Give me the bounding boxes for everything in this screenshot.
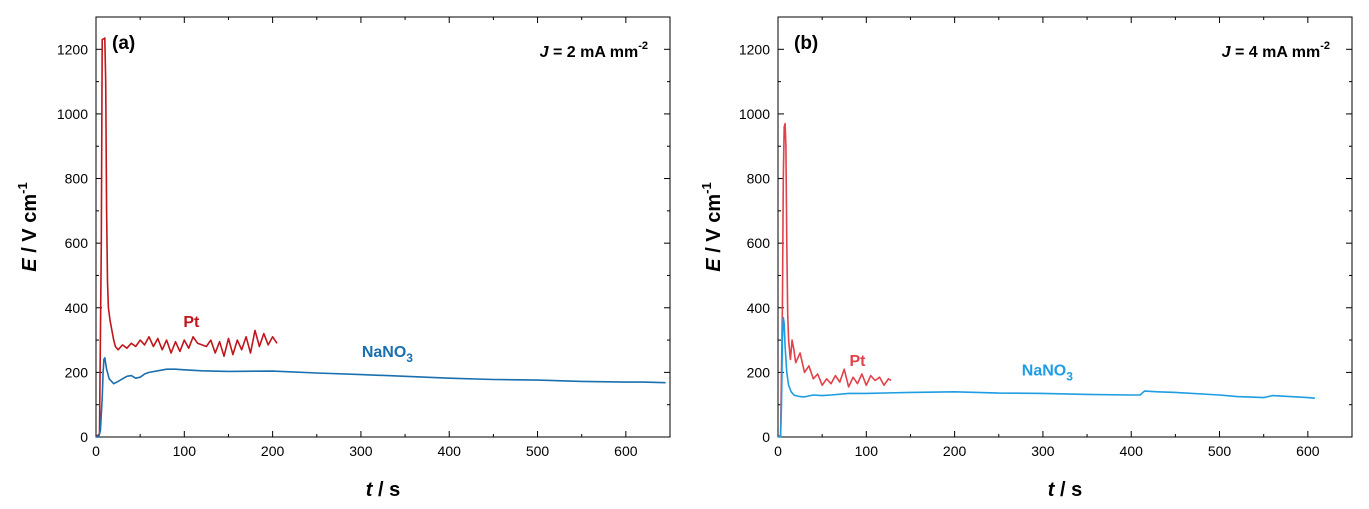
panel-label: (a) <box>112 33 135 54</box>
x-tick-label: 0 <box>92 443 100 459</box>
plot-frame <box>777 16 1353 438</box>
panel-label: (b) <box>794 33 818 54</box>
x-tick-label: 500 <box>526 443 550 459</box>
x-tick-label: 400 <box>438 443 462 459</box>
y-tick-label: 1200 <box>739 41 770 57</box>
y-tick-label: 1200 <box>57 41 88 57</box>
x-tick-label: 0 <box>774 443 782 459</box>
y-tick-label: 200 <box>65 364 89 380</box>
y-tick-label: 600 <box>65 235 89 251</box>
y-tick-label: 0 <box>762 429 770 445</box>
x-tick-label: 300 <box>349 443 373 459</box>
x-tick-label: 500 <box>1208 443 1232 459</box>
x-tick-label: 400 <box>1120 443 1144 459</box>
x-tick-label: 100 <box>855 443 879 459</box>
x-tick-label: 200 <box>261 443 285 459</box>
y-axis-title: E / V cm-1 <box>15 182 41 271</box>
x-tick-label: 200 <box>943 443 967 459</box>
y-tick-label: 1000 <box>739 106 770 122</box>
series-label-pt: Pt <box>849 353 866 370</box>
y-tick-label: 200 <box>747 364 771 380</box>
y-tick-label: 0 <box>80 429 88 445</box>
y-tick-label: 1000 <box>57 106 88 122</box>
x-tick-label: 100 <box>173 443 197 459</box>
x-axis-title: t / s <box>1048 479 1082 501</box>
current-density-annotation: J = 2 mA mm-2 <box>540 40 648 61</box>
series-line-nano3 <box>778 316 1315 438</box>
series-label-nano3: NaNO3 <box>1022 363 1073 384</box>
chart-panel-b: 0 100 200 300 400 500 600 0 200 400 600 800 1000 1200… <box>699 16 1353 501</box>
series-line-nano3 <box>96 356 666 438</box>
x-axis-title: t / s <box>366 479 400 501</box>
x-tick-label: 600 <box>614 443 638 459</box>
current-density-annotation: J = 4 mA mm-2 <box>1222 40 1330 61</box>
y-axis-title: E / V cm-1 <box>699 182 725 271</box>
plot-frame <box>95 16 671 438</box>
y-tick-label: 400 <box>65 300 89 316</box>
y-tick-label: 800 <box>65 171 89 187</box>
series-label-pt: Pt <box>183 314 200 331</box>
chart-panel-a: 0 100 200 300 400 500 600 0 200 400 600 800 1000 1200… <box>15 16 671 501</box>
y-tick-label: 400 <box>747 300 771 316</box>
x-tick-label: 600 <box>1296 443 1320 459</box>
x-tick-label: 300 <box>1031 443 1055 459</box>
y-tick-label: 600 <box>747 235 771 251</box>
series-label-nano3: NaNO3 <box>362 344 413 365</box>
series-line-pt <box>95 37 278 438</box>
series-line-pt <box>777 122 892 438</box>
y-tick-label: 800 <box>747 171 771 187</box>
